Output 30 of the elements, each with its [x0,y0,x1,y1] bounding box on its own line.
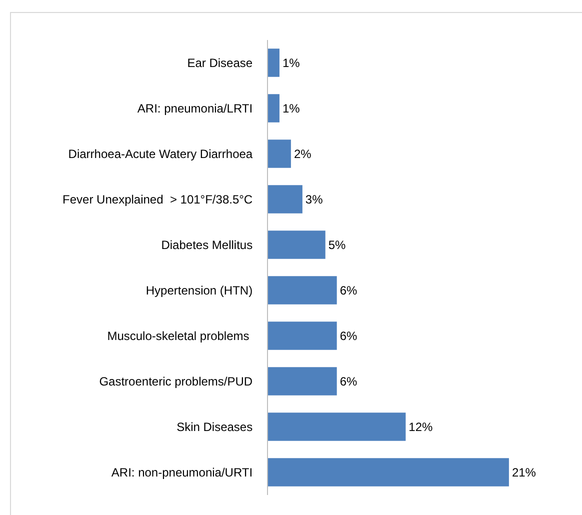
bar [268,230,326,259]
y-tick-label: ARI: non-pneumonia/URTI [111,465,253,480]
y-tick-label: Skin Diseases [176,420,253,434]
data-label: 21% [512,465,536,480]
data-label: 6% [340,374,358,388]
data-label: 12% [408,420,434,434]
bar [268,94,280,122]
data-label: 2% [294,146,312,161]
y-tick-label: Musculo-skeletal problems [107,328,253,343]
bar [268,322,337,350]
y-tick-label: ARI: pneumonia/LRTI [137,101,253,116]
y-tick-label: Hypertension (HTN) [146,283,253,298]
y-tick-label: Diarrhoea-Acute Watery Diarrhoea [68,146,253,161]
bar [268,48,280,77]
bar [268,458,509,486]
y-tick-label: Diabetes Mellitus [161,238,253,252]
data-label: 5% [328,238,346,252]
bar [268,185,302,214]
y-tick-label: Fever Unexplained > 101°F/38.5°C [62,192,253,206]
data-label: 6% [340,283,358,298]
bar [268,412,406,441]
data-label: 1% [282,101,300,116]
data-label: 6% [340,328,358,343]
bar [268,367,337,396]
data-label: 1% [282,56,300,70]
y-tick-label: Gastroenteric problems/PUD [99,374,253,388]
data-label: 3% [305,192,324,206]
y-tick-label: Ear Disease [187,56,253,70]
bar [268,140,291,168]
bar [268,276,337,304]
